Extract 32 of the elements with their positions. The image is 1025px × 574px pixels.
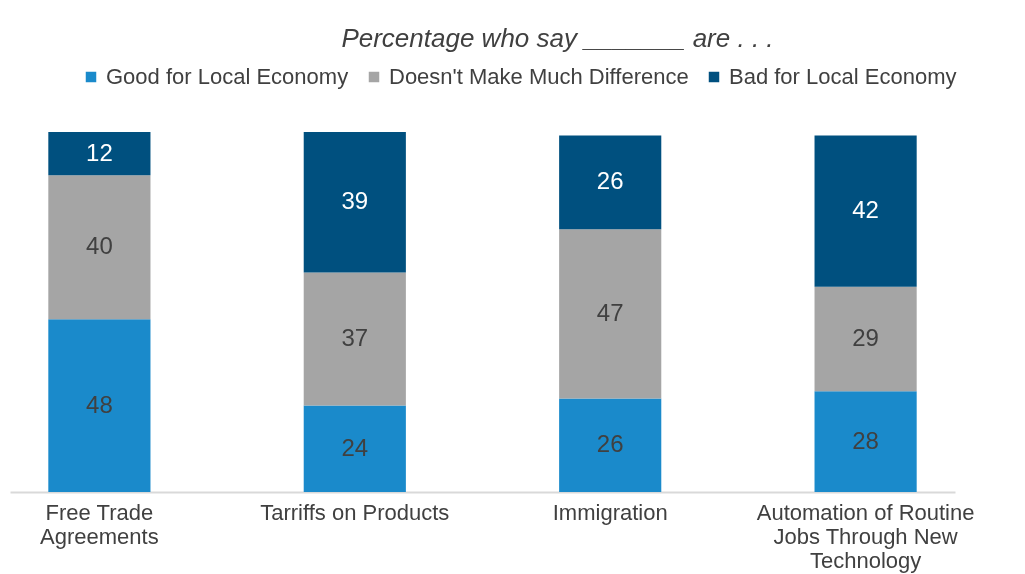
data-label: 29 [852, 324, 879, 351]
data-label: 40 [86, 232, 113, 260]
legend-label: Bad for Local Economy [729, 64, 957, 89]
bar [303, 405, 406, 492]
legend-label: Good for Local Economy [106, 64, 349, 89]
chart-title: Percentage who say _______ are . . . [341, 23, 774, 53]
data-label: 37 [341, 324, 369, 351]
legend-label: Doesn't Make Much Difference [389, 64, 689, 89]
bar [559, 398, 662, 492]
data-label: 47 [596, 298, 624, 326]
data-label: 12 [86, 138, 113, 166]
bar [814, 286, 917, 392]
bar [559, 229, 662, 399]
bar [814, 391, 917, 492]
bar [48, 319, 151, 492]
bar [48, 132, 151, 176]
data-label: 48 [86, 390, 113, 418]
bar [303, 272, 406, 406]
data-label: 39 [341, 187, 369, 215]
bar [559, 135, 662, 230]
x-tick-label: Tarriffs on Products [260, 499, 450, 525]
bar [303, 132, 406, 273]
bar [48, 175, 151, 320]
x-tick-label: Automation of Routine Jobs Through New Technology [756, 499, 975, 573]
data-label: 26 [596, 430, 624, 458]
x-tick-label: Free Trade Agreements [40, 499, 159, 549]
data-label: 24 [341, 433, 369, 461]
data-label: 42 [852, 196, 879, 224]
x-tick-label: Immigration [552, 499, 668, 525]
bar [814, 135, 917, 287]
data-label: 28 [852, 426, 879, 454]
data-label: 26 [596, 167, 624, 195]
